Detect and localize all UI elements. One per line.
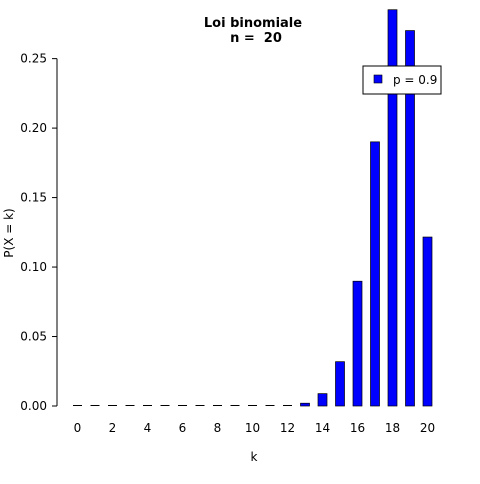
legend: p = 0.9: [362, 65, 442, 95]
y-tick-label: 0.25: [20, 52, 47, 66]
bars-group: [73, 9, 433, 407]
bar-16: [352, 280, 363, 407]
y-tick-label: 0.10: [20, 260, 47, 274]
x-tick-label: 12: [280, 421, 295, 435]
x-axis-label: k: [251, 450, 258, 464]
bar-13: [300, 402, 310, 407]
y-axis-label: P(X = k): [2, 208, 16, 257]
y-tick-label: 0.05: [20, 330, 47, 344]
x-tick-label: 2: [109, 421, 117, 435]
legend-swatch: [373, 74, 383, 84]
y-tick-label: 0.00: [20, 399, 47, 413]
bar-19: [405, 30, 415, 407]
y-tick-label: 0.20: [20, 121, 47, 135]
bar-20: [422, 236, 433, 407]
x-tick-label: 14: [315, 421, 330, 435]
x-tick-label: 16: [350, 421, 365, 435]
legend-label: p = 0.9: [393, 73, 437, 87]
bar-17: [370, 141, 380, 407]
x-ticks: 0 2 4 6 8 10 12 14 16 18 20: [74, 421, 435, 435]
bar-18: [387, 9, 398, 407]
y-tick-label: 0.15: [20, 191, 47, 205]
bar-14: [317, 393, 328, 407]
x-tick-label: 4: [144, 421, 152, 435]
chart-title: Loi binomiale: [204, 16, 302, 31]
x-tick-label: 20: [420, 421, 435, 435]
x-tick-label: 18: [385, 421, 400, 435]
chart-subtitle: n = 20: [230, 31, 282, 46]
y-axis: 0.00 0.05 0.10 0.15 0.20 0.25: [20, 52, 58, 413]
bar-15: [335, 361, 345, 407]
x-tick-label: 8: [214, 421, 222, 435]
x-tick-label: 6: [179, 421, 187, 435]
x-tick-label: 10: [245, 421, 260, 435]
x-tick-label: 0: [74, 421, 82, 435]
